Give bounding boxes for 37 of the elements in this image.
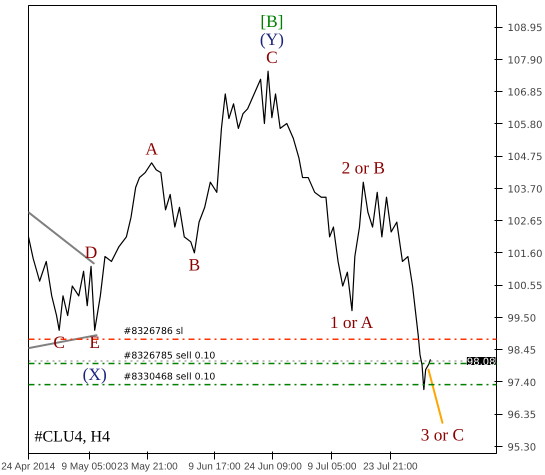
annotation: C	[53, 332, 65, 352]
y-tick-label: 108.95	[508, 23, 542, 34]
annotation: B	[188, 255, 200, 274]
x-tick-label: 24 Jun 09:00	[244, 462, 302, 472]
x-tick-label: 9 Jul 05:00	[307, 462, 357, 472]
ref-line-label: 98.08	[466, 357, 496, 368]
annotation: A	[145, 139, 158, 158]
annotation: C	[266, 48, 278, 67]
y-tick-label: 105.80	[508, 120, 542, 131]
annotation: (Y)	[260, 30, 284, 49]
x-tick-label: 9 May 05:00	[62, 462, 118, 472]
y-tick-label: 96.35	[508, 410, 536, 422]
x-tick-label: 9 Jun 17:00	[188, 462, 242, 472]
annotation: [B]	[260, 12, 284, 31]
y-tick-label: 104.75	[508, 152, 542, 164]
ref-line-label: #8326786 sl	[124, 326, 184, 338]
text: #CLU4, H4	[34, 428, 110, 446]
annotation: D	[84, 242, 98, 262]
y-tick-label: 107.90	[508, 55, 542, 66]
ref-line-label: #8326785 sell 0.10	[124, 350, 216, 362]
y-tick-label: 97.40	[508, 378, 536, 389]
y-tick-label: 98.45	[508, 346, 536, 357]
x-tick-label: 23 Jul 21:00	[363, 462, 418, 472]
annotation: 1 or A	[330, 313, 374, 332]
x-tick-label: 24 Apr 2014	[1, 462, 56, 472]
annotation: (X)	[82, 364, 107, 384]
y-tick-label: 106.85	[508, 88, 542, 99]
annotation: 2 or B	[342, 158, 385, 178]
y-tick-label: 95.30	[508, 442, 536, 454]
y-tick-label: 99.50	[508, 313, 536, 324]
x-tick-label: 23 May 21:00	[117, 462, 178, 472]
y-tick-label: 101.60	[508, 248, 542, 260]
y-tick-label: 102.65	[508, 216, 542, 228]
y-tick-label: 103.70	[508, 184, 542, 196]
annotation: 3 or C	[420, 425, 464, 444]
y-tick-label: 100.55	[508, 281, 542, 292]
ref-line-label: #8330468 sell 0.10	[124, 372, 216, 383]
